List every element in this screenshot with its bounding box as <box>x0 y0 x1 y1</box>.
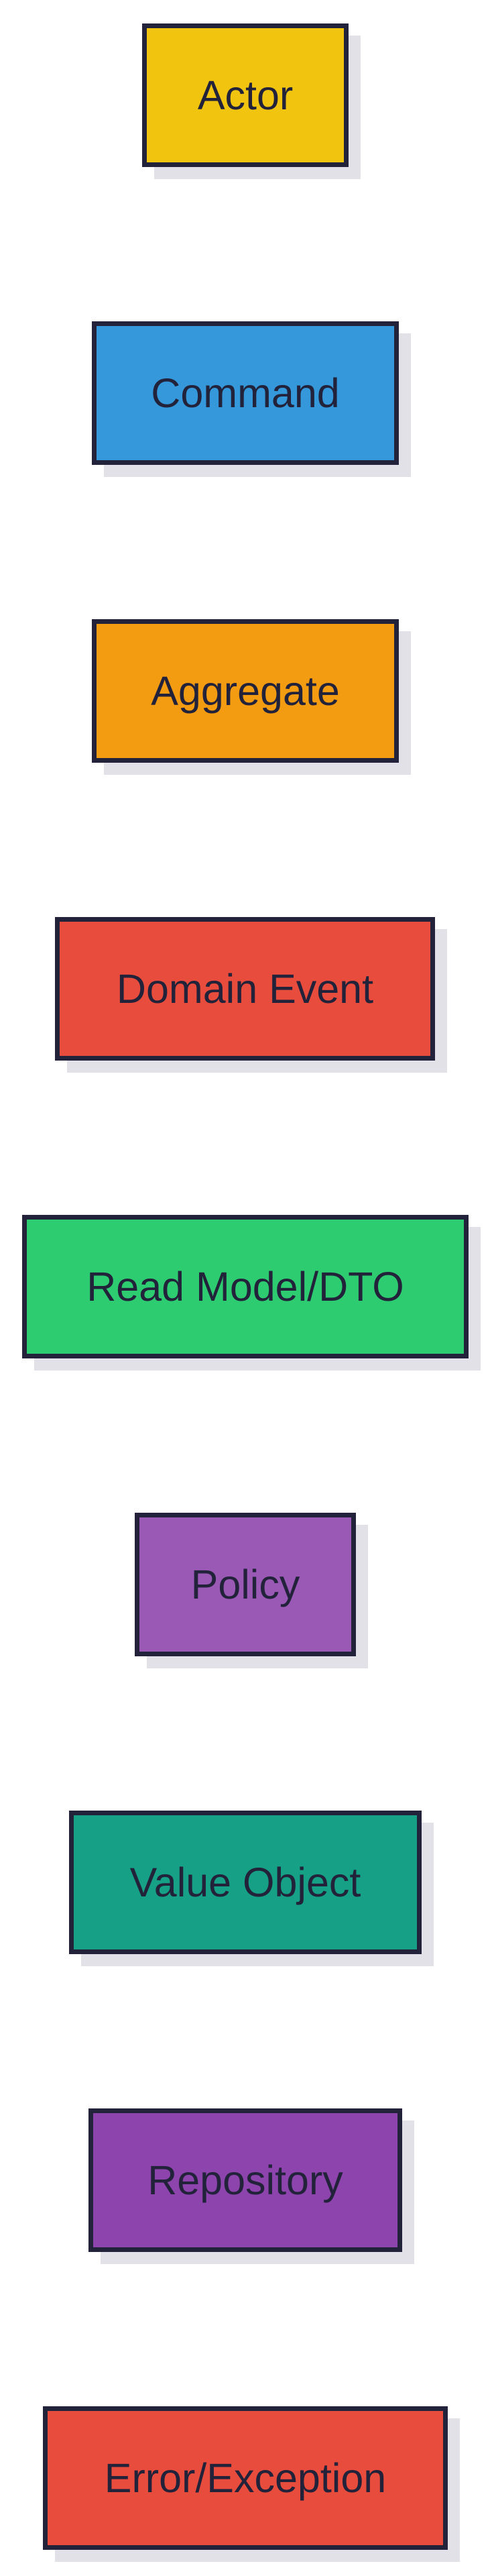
value-object-node: Value Object <box>69 1811 422 1954</box>
error-exception-label: Error/Exception <box>104 2455 387 2501</box>
policy-node: Policy <box>135 1513 356 1656</box>
aggregate-node: Aggregate <box>92 619 399 763</box>
command-node: Command <box>92 321 399 465</box>
command-label: Command <box>151 370 340 416</box>
aggregate-label: Aggregate <box>151 667 340 714</box>
actor-node: Actor <box>142 23 349 167</box>
actor-label: Actor <box>197 72 294 118</box>
error-exception-node: Error/Exception <box>43 2406 448 2550</box>
repository-node: Repository <box>88 2108 402 2252</box>
repository-label: Repository <box>147 2157 343 2203</box>
read-model-dto-node: Read Model/DTO <box>22 1215 469 1358</box>
read-model-dto-label: Read Model/DTO <box>86 1263 404 1309</box>
policy-label: Policy <box>190 1561 300 1607</box>
domain-event-label: Domain Event <box>116 965 374 1012</box>
value-object-label: Value Object <box>129 1859 361 1905</box>
domain-event-node: Domain Event <box>55 917 435 1061</box>
